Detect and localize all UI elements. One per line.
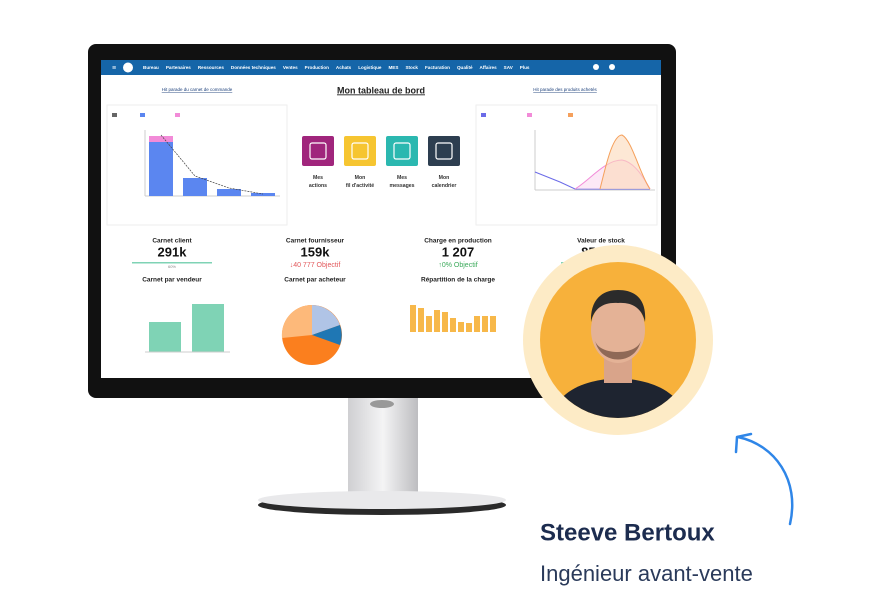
kpi-label: Valeur de stock bbox=[577, 238, 625, 245]
nav-item[interactable]: Ressources bbox=[198, 65, 224, 70]
bar bbox=[251, 193, 275, 196]
kpi-label: Charge en production bbox=[424, 238, 492, 245]
kpi-value: 1 207 bbox=[442, 244, 475, 259]
nav-item[interactable]: Données techniques bbox=[231, 65, 276, 70]
chart-title: Répartition de la charge bbox=[421, 277, 495, 284]
pie-slice bbox=[281, 304, 312, 338]
tile-glyph bbox=[351, 142, 369, 160]
nav-item[interactable]: Achats bbox=[336, 65, 352, 70]
tile-icon[interactable] bbox=[428, 136, 460, 166]
nav-item[interactable]: Ventes bbox=[283, 65, 298, 70]
tile-label[interactable]: Mes messages bbox=[389, 175, 414, 189]
tile-glyph bbox=[393, 142, 411, 160]
dashboard-title: Mon tableau de bord bbox=[337, 85, 425, 95]
legend-swatch bbox=[568, 113, 573, 117]
tile-icon[interactable] bbox=[302, 136, 334, 166]
link[interactable]: Hit parade du carnet de commande bbox=[162, 87, 233, 92]
chart-title: Carnet par acheteur bbox=[284, 277, 346, 284]
tile-glyph bbox=[309, 142, 327, 160]
stand-hole bbox=[370, 400, 394, 408]
nav-item[interactable]: Affaires bbox=[480, 65, 498, 70]
person-name: Steeve Bertoux bbox=[540, 519, 715, 546]
nav-item[interactable]: Plus bbox=[520, 65, 530, 70]
nav-item[interactable]: Bureau bbox=[143, 65, 159, 70]
base bbox=[258, 491, 506, 509]
tile-icon[interactable] bbox=[344, 136, 376, 166]
kpi-label: Carnet fournisseur bbox=[286, 238, 345, 245]
legend-swatch bbox=[140, 113, 145, 117]
bar bbox=[217, 189, 241, 196]
nav-item[interactable]: Logistique bbox=[358, 65, 382, 70]
kpi-value: 291k bbox=[158, 244, 188, 259]
tile-label[interactable]: Mon fil d'activité bbox=[346, 175, 374, 189]
line bbox=[599, 134, 651, 190]
bar bbox=[149, 142, 173, 196]
nav-item[interactable]: Stock bbox=[405, 65, 418, 70]
trend bbox=[160, 134, 264, 195]
kpi-note: 60% bbox=[168, 264, 176, 269]
kpi-note: ↑0% Objectif bbox=[438, 262, 477, 269]
chart-title: Carnet par vendeur bbox=[142, 277, 202, 284]
kpi-label: Carnet client bbox=[152, 238, 192, 245]
link[interactable]: Hit parade des produits achetés bbox=[533, 87, 597, 92]
navbar bbox=[101, 60, 661, 75]
notif[interactable] bbox=[593, 64, 599, 70]
kpi-value: 159k bbox=[301, 244, 331, 259]
bar bbox=[183, 178, 207, 196]
bar bbox=[149, 322, 181, 352]
legend-swatch bbox=[481, 113, 486, 117]
bar bbox=[192, 304, 224, 352]
tile-label[interactable]: Mon calendrier bbox=[432, 175, 457, 189]
legend-swatch bbox=[175, 113, 180, 117]
bar bbox=[149, 136, 173, 142]
nav-item[interactable]: Qualité bbox=[457, 65, 473, 70]
tile-icon[interactable] bbox=[386, 136, 418, 166]
person-role: Ingénieur avant-vente bbox=[540, 561, 753, 586]
kpi-note: ↓40 777 Objectif bbox=[290, 262, 341, 269]
legend-swatch bbox=[527, 113, 532, 117]
logo bbox=[123, 62, 133, 73]
legend-swatch bbox=[112, 113, 117, 117]
tile-label[interactable]: Mes actions bbox=[309, 175, 327, 189]
progress bbox=[132, 262, 212, 264]
nav-item[interactable]: Production bbox=[305, 65, 329, 70]
arrow bbox=[736, 435, 794, 526]
stand bbox=[348, 396, 418, 500]
arrow-head bbox=[734, 432, 753, 454]
nav-item[interactable]: Partenaires bbox=[166, 65, 191, 70]
bars bbox=[410, 305, 496, 332]
pie-slice bbox=[312, 325, 342, 345]
nav-item[interactable]: Facturation bbox=[425, 65, 450, 70]
notif[interactable] bbox=[609, 64, 615, 70]
panel bbox=[106, 104, 288, 226]
nav-item[interactable]: MES bbox=[388, 65, 398, 70]
tile-glyph bbox=[435, 142, 453, 160]
nav-item[interactable]: SAV bbox=[504, 65, 514, 70]
menu-icon[interactable]: ≡ bbox=[112, 65, 116, 72]
